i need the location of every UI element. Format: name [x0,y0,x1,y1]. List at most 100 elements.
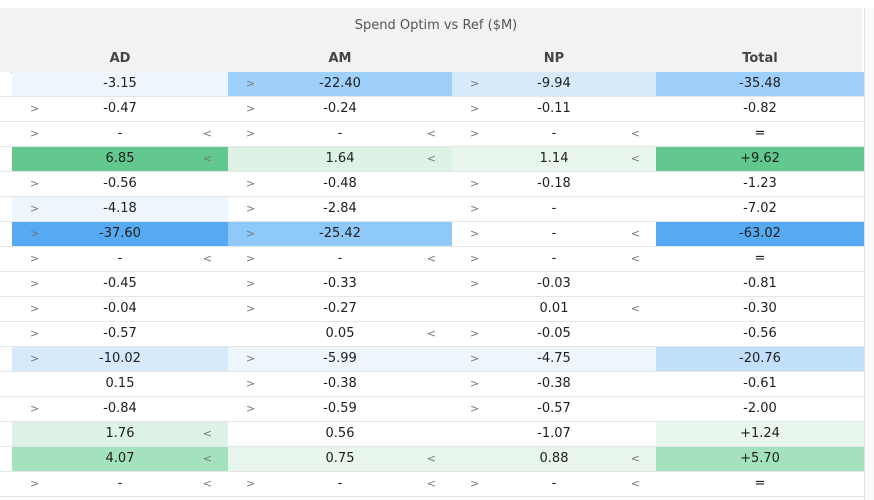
cell-value: - [337,126,343,141]
cell-np[interactable]: > -0.03 [452,272,656,296]
cell-np[interactable]: > -0.11 [452,97,656,121]
table-scrollbar[interactable] [864,8,874,500]
table-row[interactable]: -3.15 > -22.40 > -9.94 -35.48 [0,72,864,97]
cell-am[interactable]: > -22.40 [228,72,452,96]
table-row[interactable]: 1.76 <0.56 -1.07 +1.24 [0,422,864,447]
cell-total[interactable]: -0.56 [656,322,864,346]
column-header-am[interactable]: AM [328,51,352,66]
increase-arrow-icon: < [202,127,212,140]
cell-total[interactable]: -20.76 [656,347,864,371]
cell-total[interactable]: = [656,122,864,146]
cell-am[interactable]: > - < [228,247,452,271]
column-header-ad[interactable]: AD [109,51,131,66]
cell-am[interactable]: > -0.27 [228,297,452,321]
cell-value: 1.76 [105,426,135,441]
column-header-total[interactable]: Total [742,51,778,66]
decrease-arrow-icon: > [470,477,480,490]
cell-ad[interactable]: 4.07 < [12,447,228,471]
cell-ad[interactable]: > - < [12,472,228,496]
cell-value: -0.18 [537,176,571,191]
cell-total[interactable]: -0.30 [656,297,864,321]
table-row[interactable]: > -0.47 > -0.24 > -0.11 -0.82 [0,97,864,122]
cell-am[interactable]: > -5.99 [228,347,452,371]
cell-ad[interactable]: > - < [12,122,228,146]
cell-ad[interactable]: > -4.18 [12,197,228,221]
table-row[interactable]: 0.15 > -0.38 > -0.38 -0.61 [0,372,864,397]
table-row[interactable]: > - < > - < > - < = [0,472,864,497]
cell-total[interactable]: +1.24 [656,422,864,446]
cell-total[interactable]: -35.48 [656,72,864,96]
cell-am[interactable]: 0.05 < [228,322,452,346]
cell-total[interactable]: -1.23 [656,172,864,196]
table-row[interactable]: > -0.84 > -0.59 > -0.57 -2.00 [0,397,864,422]
cell-np[interactable]: > -4.75 [452,347,656,371]
cell-am[interactable]: > -0.48 [228,172,452,196]
table-row[interactable]: > -0.57 0.05 < > -0.05 -0.56 [0,322,864,347]
cell-np[interactable]: > - < [452,472,656,496]
cell-np[interactable]: 0.01 < [452,297,656,321]
table-row[interactable]: > - < > - < > - < = [0,247,864,272]
cell-ad[interactable]: > -37.60 [12,222,228,246]
cell-ad[interactable]: > - < [12,247,228,271]
cell-am[interactable]: 1.64 < [228,147,452,171]
cell-am[interactable]: > -0.33 [228,272,452,296]
cell-ad[interactable]: 6.85 < [12,147,228,171]
cell-total[interactable]: = [656,472,864,496]
cell-ad[interactable]: > -0.57 [12,322,228,346]
table-row[interactable]: > -37.60 > -25.42 > - < -63.02 [0,222,864,247]
cell-total[interactable]: +9.62 [656,147,864,171]
cell-am[interactable]: > -2.84 [228,197,452,221]
cell-am[interactable]: > -0.59 [228,397,452,421]
cell-np[interactable]: > - < [452,122,656,146]
cell-am[interactable]: > -0.24 [228,97,452,121]
cell-am[interactable]: > - < [228,122,452,146]
table-row[interactable]: 6.85 <1.64 <1.14 < +9.62 [0,147,864,172]
table-row[interactable]: > -0.45 > -0.33 > -0.03 -0.81 [0,272,864,297]
table-row[interactable]: > -0.04 > -0.27 0.01 < -0.30 [0,297,864,322]
table-row[interactable]: > -10.02 > -5.99 > -4.75 -20.76 [0,347,864,372]
cell-total[interactable]: +5.70 [656,447,864,471]
cell-np[interactable]: > -0.18 [452,172,656,196]
cell-np[interactable]: > -0.05 [452,322,656,346]
cell-np[interactable]: -1.07 [452,422,656,446]
table-row[interactable]: > - < > - < > - < = [0,122,864,147]
cell-total[interactable]: -63.02 [656,222,864,246]
table-row[interactable]: 4.07 <0.75 <0.88 < +5.70 [0,447,864,472]
cell-am[interactable]: 0.75 < [228,447,452,471]
increase-arrow-icon: < [426,127,436,140]
cell-np[interactable]: > -0.38 [452,372,656,396]
cell-am[interactable]: 0.56 [228,422,452,446]
cell-np[interactable]: 1.14 < [452,147,656,171]
decrease-arrow-icon: > [246,402,256,415]
cell-ad[interactable]: > -10.02 [12,347,228,371]
cell-total[interactable]: -2.00 [656,397,864,421]
table-row[interactable]: > -0.56 > -0.48 > -0.18 -1.23 [0,172,864,197]
cell-value: -0.11 [537,101,571,116]
cell-total[interactable]: -0.61 [656,372,864,396]
column-header-np[interactable]: NP [543,51,565,66]
cell-np[interactable]: > - < [452,222,656,246]
cell-np[interactable]: > -9.94 [452,72,656,96]
cell-ad[interactable]: > -0.45 [12,272,228,296]
cell-ad[interactable]: > -0.04 [12,297,228,321]
cell-np[interactable]: > - < [452,247,656,271]
cell-ad[interactable]: 1.76 < [12,422,228,446]
cell-total[interactable]: -0.82 [656,97,864,121]
cell-ad[interactable]: 0.15 [12,372,228,396]
cell-np[interactable]: > - [452,197,656,221]
cell-total[interactable]: -7.02 [656,197,864,221]
cell-am[interactable]: > - < [228,472,452,496]
cell-am[interactable]: > -0.38 [228,372,452,396]
decrease-arrow-icon: > [246,227,256,240]
cell-total[interactable]: = [656,247,864,271]
cell-ad[interactable]: -3.15 [12,72,228,96]
cell-am[interactable]: > -25.42 [228,222,452,246]
cell-np[interactable]: > -0.57 [452,397,656,421]
cell-ad[interactable]: > -0.47 [12,97,228,121]
cell-total[interactable]: -0.81 [656,272,864,296]
cell-ad[interactable]: > -0.84 [12,397,228,421]
decrease-arrow-icon: > [246,352,256,365]
table-row[interactable]: > -4.18 > -2.84 > - -7.02 [0,197,864,222]
cell-ad[interactable]: > -0.56 [12,172,228,196]
cell-np[interactable]: 0.88 < [452,447,656,471]
